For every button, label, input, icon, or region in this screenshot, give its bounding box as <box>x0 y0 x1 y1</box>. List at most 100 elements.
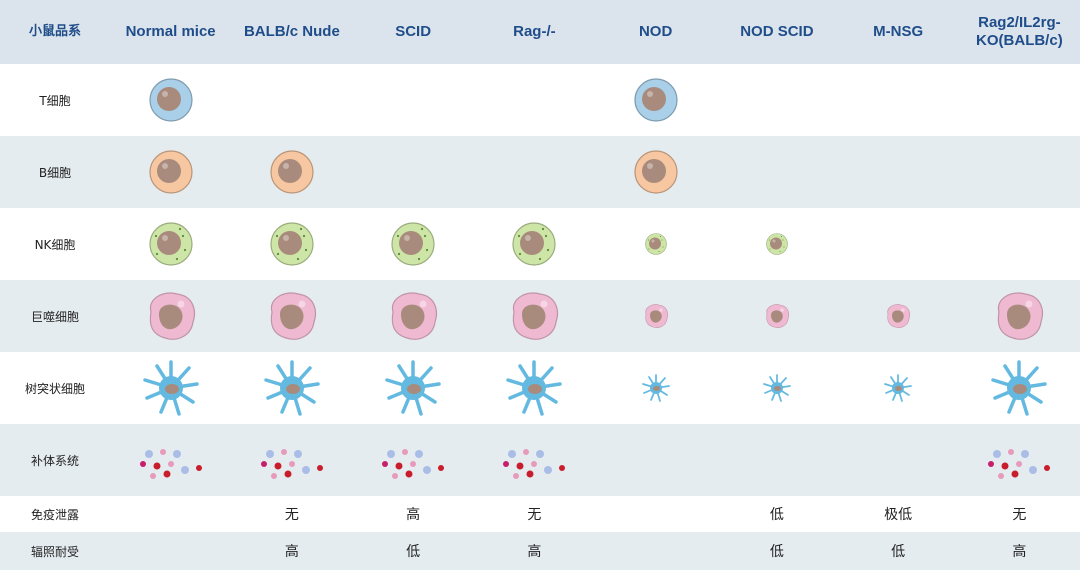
granule <box>542 227 545 231</box>
nucleus <box>892 310 904 323</box>
table-row: 树突状细胞 <box>0 352 1080 424</box>
value-cell <box>595 532 716 570</box>
granule <box>659 235 661 238</box>
row-label: 巨噬细胞 <box>30 309 79 324</box>
dendritic-icon <box>641 374 670 402</box>
granule <box>304 248 307 252</box>
nucleus <box>520 231 545 255</box>
row-label: B细胞 <box>38 165 72 180</box>
macro-icon <box>998 292 1044 340</box>
nucleus <box>285 384 300 394</box>
bcell-cell <box>231 136 352 208</box>
highlight <box>540 300 548 308</box>
macro-cell <box>959 280 1080 352</box>
granule <box>397 234 400 238</box>
complement-protein <box>1011 470 1019 478</box>
granule <box>519 252 522 256</box>
granule <box>539 257 542 261</box>
complement-protein <box>1008 449 1015 455</box>
table-row: 补体系统 <box>0 424 1080 496</box>
tcell-icon <box>634 78 678 122</box>
value-cell: 高 <box>527 544 542 560</box>
granule <box>545 234 548 238</box>
dendritic-icon <box>264 360 320 416</box>
dendritic-icon <box>506 360 563 416</box>
value-cell: 低 <box>769 507 784 523</box>
complement-cell <box>353 424 474 496</box>
granule <box>662 246 664 248</box>
row-label: 免疫泄露 <box>30 507 79 522</box>
highlight <box>419 300 427 308</box>
complement-protein <box>172 450 181 458</box>
complement-protein <box>288 461 295 467</box>
macro-icon <box>887 304 911 328</box>
dendritic-cell <box>838 352 959 424</box>
granule <box>175 257 178 261</box>
bcell-icon <box>270 150 314 194</box>
bcell-cell <box>716 136 837 208</box>
nk-cell <box>231 208 352 280</box>
granule <box>779 250 781 253</box>
highlight <box>282 163 289 169</box>
dendritic-icon <box>142 360 199 416</box>
nucleus <box>773 386 781 391</box>
granule <box>275 234 278 238</box>
highlight <box>298 300 306 308</box>
macro-cell <box>110 280 231 352</box>
granule <box>418 257 421 261</box>
tcell-cell <box>110 64 231 136</box>
nucleus <box>407 384 422 394</box>
value-cell: 无 <box>1012 507 1027 523</box>
complement-protein <box>438 465 445 471</box>
complement-protein <box>395 462 403 470</box>
complement-icon <box>503 449 566 479</box>
complement-protein <box>993 450 1002 458</box>
highlight <box>772 239 776 243</box>
table-row: 免疫泄露 无 高 无 低 极低 无 <box>0 496 1080 532</box>
complement-protein <box>180 466 189 474</box>
complement-protein <box>163 470 171 478</box>
header-strain: BALB/c Nude <box>243 23 340 40</box>
dendritic-icon <box>884 374 912 402</box>
bcell-cell <box>959 136 1080 208</box>
nucleus <box>770 310 783 323</box>
complement-protein <box>274 462 282 470</box>
granule <box>154 234 157 238</box>
nucleus <box>522 304 546 330</box>
value-cell <box>595 496 716 532</box>
complement-cell <box>838 424 959 496</box>
complement-protein <box>998 473 1005 479</box>
complement-protein <box>301 466 310 474</box>
nucleus <box>895 386 903 391</box>
macro-cell <box>231 280 352 352</box>
complement-protein <box>516 462 524 470</box>
bcell-cell <box>353 136 474 208</box>
table-header: 小鼠品系 Normal mice BALB/c Nude SCID Rag-/- NOD N… <box>0 0 1080 64</box>
highlight <box>646 91 653 97</box>
macro-cell <box>595 280 716 352</box>
nucleus <box>528 384 543 394</box>
nk-icon <box>766 233 788 255</box>
nucleus <box>641 159 666 183</box>
nk-cell <box>110 208 231 280</box>
granule <box>547 248 550 252</box>
complement-protein <box>382 461 389 467</box>
nucleus <box>649 310 662 323</box>
macro-icon <box>645 304 668 328</box>
complement-protein <box>531 461 538 467</box>
bcell-icon <box>634 150 678 194</box>
dendritic-cell <box>231 352 352 424</box>
complement-protein <box>159 449 166 455</box>
highlight <box>404 235 411 241</box>
nucleus <box>156 159 181 183</box>
value-cell <box>110 532 231 570</box>
highlight <box>161 163 168 169</box>
highlight <box>282 235 289 241</box>
nk-cell <box>595 208 716 280</box>
value-cell: 极低 <box>884 507 913 523</box>
tcell-cell <box>353 64 474 136</box>
complement-protein <box>1001 462 1009 470</box>
complement-protein <box>405 470 413 478</box>
highlight <box>658 308 663 312</box>
row-label: 补体系统 <box>30 453 79 468</box>
